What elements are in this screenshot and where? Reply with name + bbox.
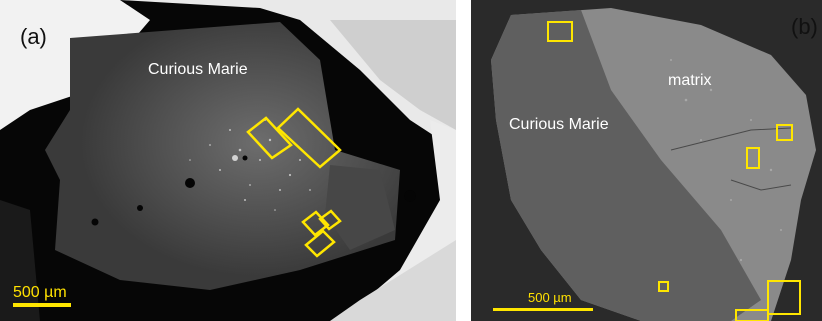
panel-a-image <box>0 0 456 321</box>
panel-a-label: (a) <box>20 24 47 49</box>
panel-b-micrograph: (b) matrix Curious Marie 500 µm <box>471 0 822 321</box>
scale-bar-b <box>493 308 593 311</box>
panel-b-sample-label: Curious Marie <box>509 116 609 133</box>
panel-a-sample-label: Curious Marie <box>148 61 248 78</box>
panel-b-scale-label: 500 µm <box>528 290 572 305</box>
panel-b-label: (b) <box>791 14 818 39</box>
fragment-a <box>45 22 400 290</box>
panel-a-micrograph: (a) Curious Marie 500 µm <box>0 0 456 321</box>
panel-b-image <box>471 0 822 321</box>
highlight-boxes-b <box>547 21 801 321</box>
scale-bar-a <box>13 303 71 307</box>
panel-b-matrix-label: matrix <box>668 72 712 89</box>
highlight-boxes-a <box>246 107 342 258</box>
panel-a-scale-label: 500 µm <box>13 284 67 301</box>
